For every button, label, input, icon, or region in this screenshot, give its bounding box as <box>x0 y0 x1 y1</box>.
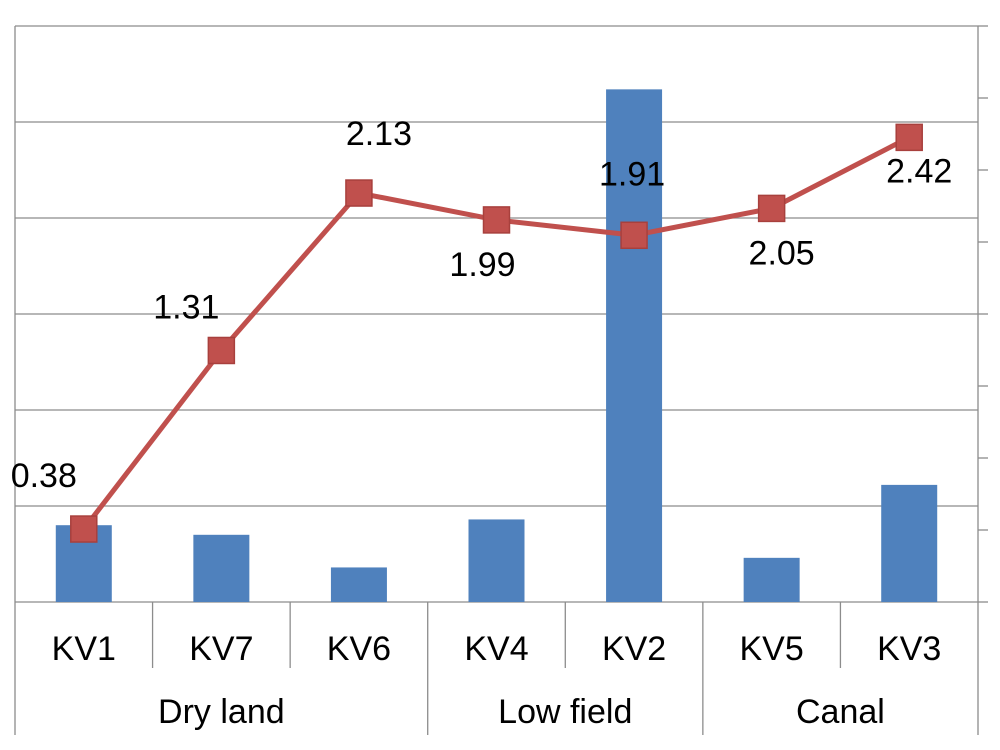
category-label: KV7 <box>189 630 253 668</box>
group-label: Low field <box>498 693 632 731</box>
group-label: Canal <box>796 693 885 731</box>
data-label: 1.99 <box>449 246 515 284</box>
category-label: KV3 <box>877 630 941 668</box>
data-label: 2.42 <box>886 152 952 190</box>
line-marker <box>345 179 373 207</box>
category-label: KV6 <box>327 630 391 668</box>
series-line <box>81 135 911 531</box>
category-label: KV1 <box>52 630 116 668</box>
bar <box>193 534 250 602</box>
group-label: Dry land <box>158 693 285 731</box>
line-series: 0.38 1.31 2.13 1.99 1.91 2.05 2.42 <box>11 115 952 543</box>
line-marker <box>895 123 923 152</box>
category-label: KV2 <box>602 630 666 668</box>
bar <box>606 89 663 603</box>
line-marker <box>207 336 236 365</box>
category-axis: KV1 KV7 KV6 KV4 KV2 KV5 KV3 Dry land Low field Ca… <box>14 602 941 735</box>
data-label: 1.91 <box>599 155 665 193</box>
data-label: 1.31 <box>153 288 219 326</box>
category-label: KV4 <box>464 630 528 668</box>
category-label: KV5 <box>740 630 804 668</box>
bar <box>881 484 938 602</box>
line-marker <box>482 206 511 234</box>
bar-series <box>55 89 938 603</box>
data-label: 2.05 <box>749 234 815 272</box>
bar <box>743 557 800 602</box>
data-label: 0.38 <box>11 457 77 495</box>
line-marker <box>70 515 98 543</box>
line-marker <box>757 194 786 223</box>
axes <box>14 25 988 735</box>
bar <box>468 519 525 602</box>
line-marker <box>620 221 648 250</box>
data-label: 2.13 <box>346 115 412 153</box>
bar <box>330 567 387 602</box>
